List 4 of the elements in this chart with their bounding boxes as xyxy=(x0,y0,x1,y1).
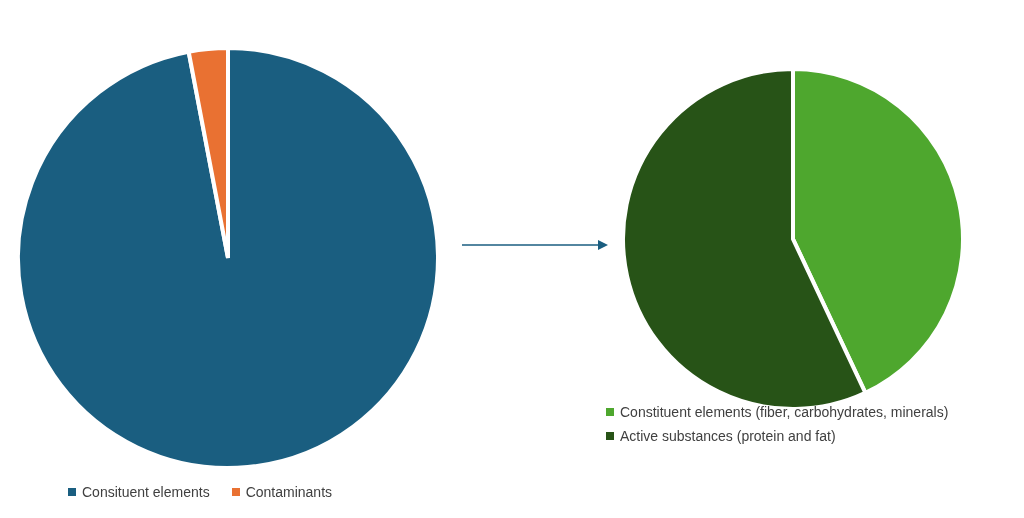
legend-label: Constituent elements (fiber, carbohydrates, minerals) xyxy=(620,404,949,420)
legend-label: Contaminants xyxy=(245,484,333,500)
legend-label: Consituent elements xyxy=(82,484,210,500)
legend-label: Active substances (protein and fat) xyxy=(620,428,836,444)
